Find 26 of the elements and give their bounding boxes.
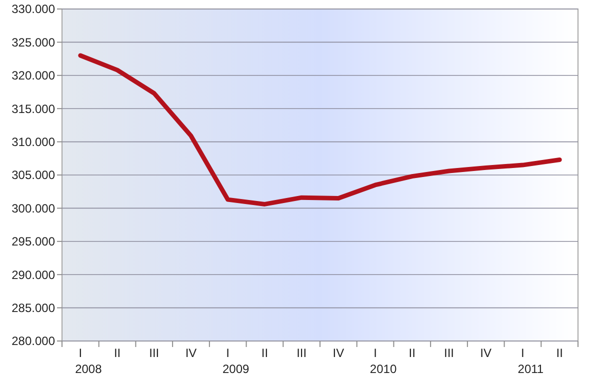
x-tick-label: III (444, 346, 454, 360)
x-tick-label: I 2010 (370, 346, 397, 376)
y-tick-label: 315.000 (12, 102, 56, 116)
y-tick-label: 280.000 (12, 334, 56, 348)
x-tick-label: II (556, 346, 563, 360)
y-tick-label: 300.000 (12, 201, 56, 216)
x-tick-label: III (296, 346, 307, 360)
x-tick-label: II (261, 346, 268, 360)
x-tick-label: I 2011 (518, 346, 544, 376)
x-tick-label: I 2009 (222, 346, 250, 376)
line-series (78, 53, 562, 206)
x-tick-label: IV (480, 346, 492, 360)
y-tick-label: 290.000 (12, 268, 56, 282)
x-tick-label: II (408, 346, 416, 360)
y-tick-label: 325.000 (12, 35, 56, 50)
x-tick-label: II (114, 346, 121, 360)
x-tick-label: I 2008 (75, 346, 102, 376)
y-tick-label: 305.000 (12, 168, 56, 182)
y-tick-label: 285.000 (12, 301, 56, 315)
x-tick-label: III (149, 346, 160, 360)
x-tick-label: IV (332, 346, 344, 360)
y-tick-label: 320.000 (12, 68, 56, 83)
x-tick-label: IV (185, 346, 197, 360)
y-tick-label: 330.000 (12, 2, 56, 16)
y-tick-label: 310.000 (12, 135, 56, 149)
y-tick-label: 295.000 (12, 234, 56, 249)
